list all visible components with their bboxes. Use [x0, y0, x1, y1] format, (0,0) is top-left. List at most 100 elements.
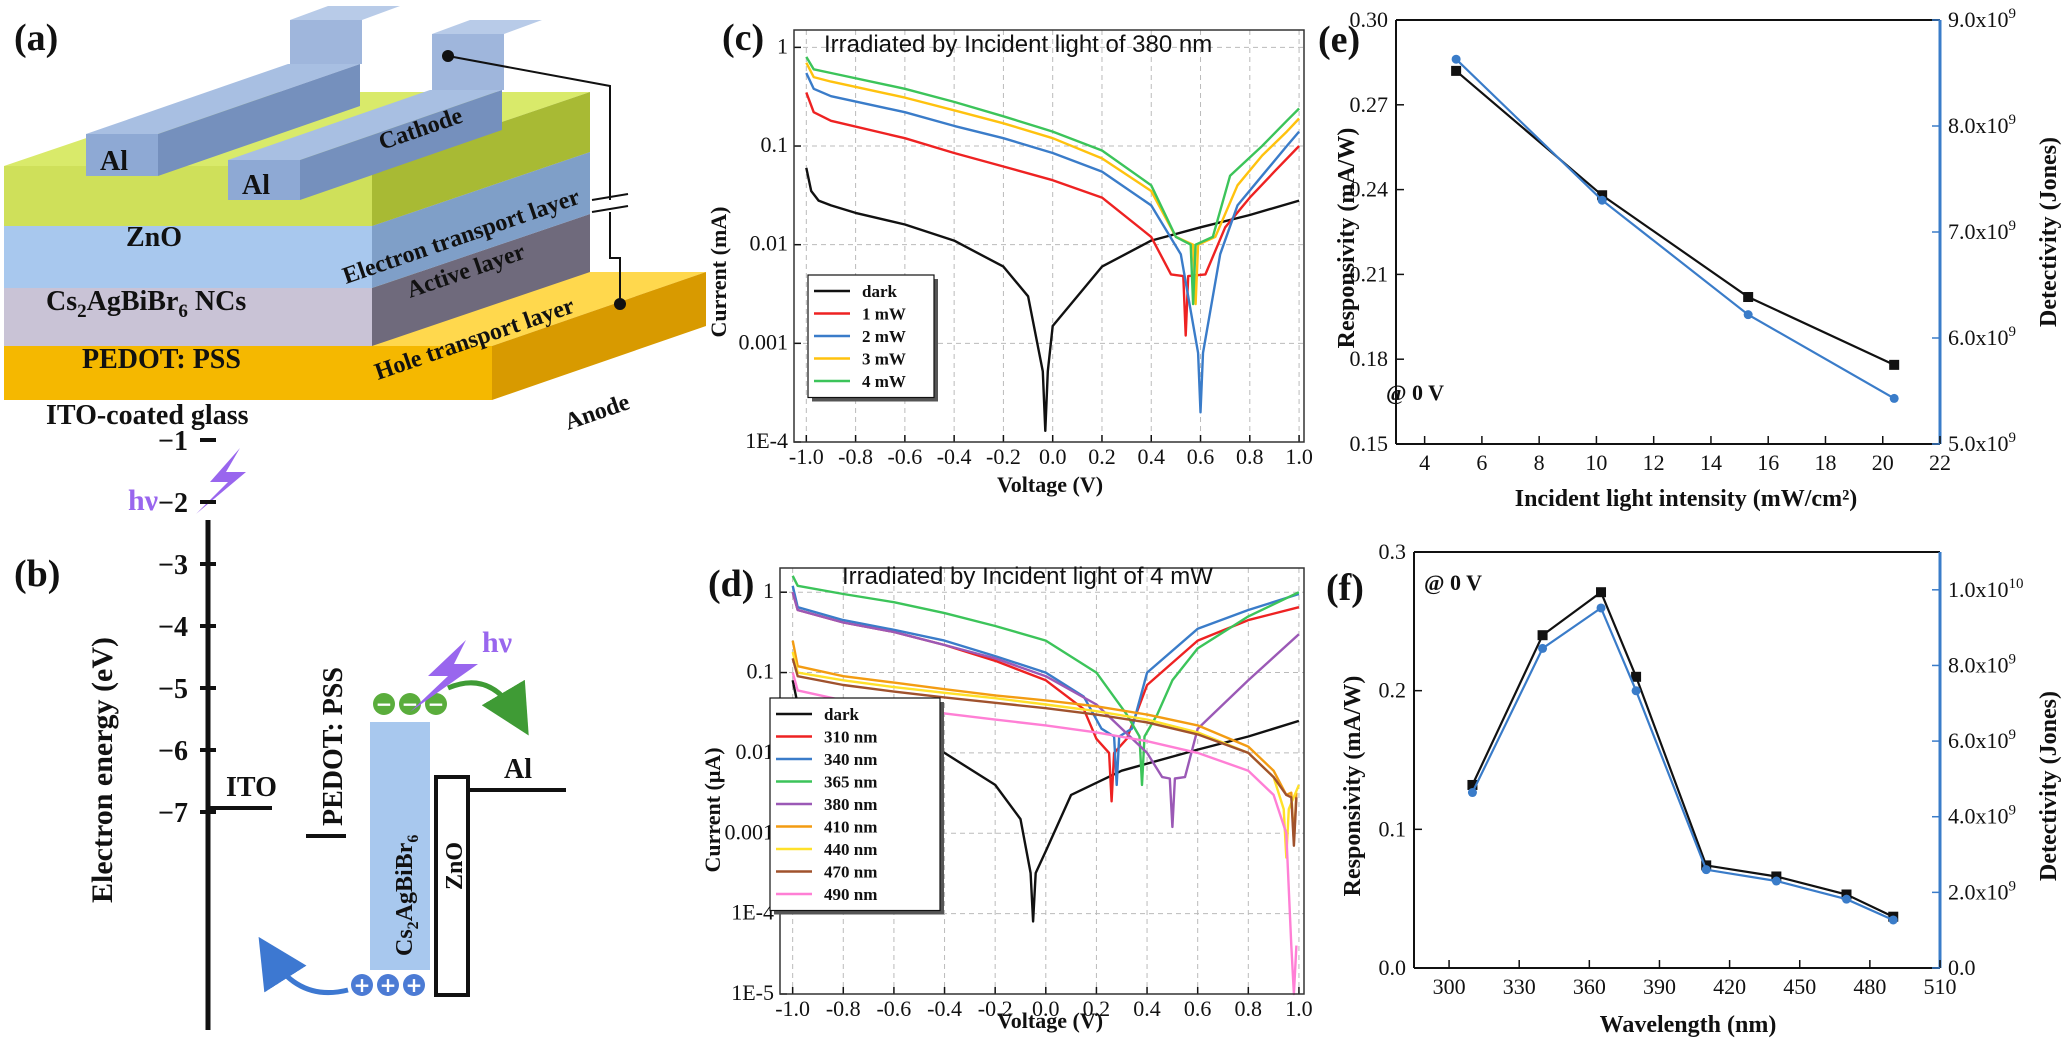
marker-responsivity [1841, 889, 1852, 900]
marker-detectivity [1631, 686, 1641, 696]
al-electrode-1-front [86, 134, 158, 176]
y-tick-label-right: 8.0x109 [1948, 112, 2016, 138]
marker-responsivity [1537, 630, 1548, 641]
pedot-front-face [4, 288, 372, 346]
al-label-1: Al [100, 146, 128, 177]
series-line-3-mW [805, 62, 1300, 306]
electron-sign-3: − [428, 692, 445, 716]
series-line-365-nm [791, 575, 1300, 787]
x-tick-label: 10 [1585, 450, 1607, 475]
y-tick-label-left: 0.1 [1379, 816, 1407, 841]
panel-e-xlabel: Incident light intensity (mW/cm²) [1515, 486, 1858, 512]
al-electrode-2-cap [432, 20, 542, 34]
y-tick-label: 0.001 [739, 329, 789, 354]
energy-tick-label: −4 [158, 612, 188, 643]
panel-a-label: (a) [14, 17, 58, 59]
energy-ticks: −1 −2 −3 −4 −5 −6 −7 [158, 426, 216, 829]
x-tick-label: 480 [1853, 974, 1886, 999]
energy-axis-label: Electron energy (eV) [86, 637, 119, 903]
energy-tick-label: −3 [158, 550, 188, 581]
energy-tick-label: −1 [158, 426, 188, 457]
x-tick-label: 390 [1643, 974, 1676, 999]
x-tick-label: 8 [1534, 450, 1545, 475]
x-tick-label: -1.0 [775, 996, 810, 1021]
y-tick-label: 1 [763, 578, 774, 603]
x-tick-label: -0.8 [838, 444, 873, 469]
legend-label: 340 nm [824, 750, 877, 769]
x-tick-label: 22 [1929, 450, 1951, 475]
x-tick-label: -0.6 [887, 444, 922, 469]
legend-label: dark [862, 282, 898, 301]
panel-f: (f) 300 330 360 390 420 450 480 5100.00.10.20.3… [1326, 539, 2062, 1038]
x-tick-label: 0.8 [1235, 996, 1263, 1021]
glass-label: ITO-coated glass [46, 400, 249, 431]
x-tick-label: -0.8 [826, 996, 861, 1021]
panel-a: (a) Al Al ZnO Cs2AgBiBr6 NCs [4, 6, 706, 517]
panel-e-ylabel-right: Detectivity (Jones) [2036, 137, 2062, 327]
hole-sign-2: + [380, 973, 397, 997]
marker-responsivity [1771, 871, 1782, 882]
marker-responsivity [1743, 292, 1754, 303]
y-tick-label-right: 2.0x109 [1948, 878, 2016, 904]
legend-label: 440 nm [824, 840, 877, 859]
x-tick-label: 20 [1872, 450, 1894, 475]
panel-e-label: (e) [1318, 19, 1360, 61]
pedot-band-label: PEDOT: PSS [318, 667, 349, 826]
panel-c: (c) 1 0.1 0.01 0.001 1E-4-1.0 -0.8 -0.6 -0.4 -0.… [706, 17, 1313, 497]
x-tick-label: -0.4 [927, 996, 962, 1021]
series-line-responsivity [1455, 70, 1895, 366]
y-tick-label-left: 0.2 [1379, 678, 1407, 703]
battery-plate-1 [591, 193, 629, 201]
y-tick-label-left: 0.21 [1350, 261, 1389, 286]
y-tick-label: 1E-4 [731, 900, 774, 925]
y-tick-label: 0.1 [747, 659, 775, 684]
anode-contact-dot [614, 298, 626, 310]
x-tick-label: 14 [1700, 450, 1722, 475]
x-tick-label: -0.4 [937, 444, 972, 469]
legend-label: 2 mW [862, 327, 906, 346]
series-line-2-mW [805, 72, 1301, 414]
panel-c-ylabel: Current (mA) [706, 207, 731, 338]
marker-detectivity [1889, 393, 1899, 403]
y-tick-label: 0.001 [725, 819, 775, 844]
x-tick-label: -0.2 [986, 444, 1021, 469]
series-line-dark [805, 167, 1300, 432]
x-tick-label: 0.4 [1137, 444, 1165, 469]
panel-f-ylabel-left: Responsivity (mA/W) [1340, 676, 1366, 897]
y-tick-label-right: 5.0x109 [1948, 430, 2016, 456]
x-tick-label: 330 [1503, 974, 1536, 999]
zno-band-block [434, 775, 470, 997]
x-tick-label: 6 [1476, 450, 1487, 475]
ito-label: ITO [226, 772, 277, 803]
marker-detectivity [1597, 195, 1607, 205]
legend-label: 4 mW [862, 372, 906, 391]
y-tick-label-left: 0.18 [1350, 346, 1389, 371]
series-line-detectivity [1455, 58, 1895, 400]
y-tick-label-right: 0.0 [1948, 955, 1976, 980]
marker-detectivity [1701, 865, 1711, 875]
plot-frame [793, 29, 1305, 443]
electron-transfer-arrow [447, 679, 529, 736]
al-electrode-1-top [86, 64, 360, 134]
legend-label: 410 nm [824, 818, 877, 837]
series-line-440-nm [791, 651, 1301, 859]
series-line-410-nm [791, 640, 1298, 843]
panel-e-note: @ 0 V [1386, 380, 1444, 405]
x-tick-label: -1.0 [789, 444, 824, 469]
marker-detectivity [1467, 788, 1477, 798]
series-line-380-nm [791, 591, 1300, 829]
x-tick-label: 360 [1573, 974, 1606, 999]
panel-d-ylabel: Current (μA) [700, 747, 725, 872]
y-tick-label-right: 1.0x1010 [1948, 576, 2024, 602]
y-tick-label-left: 0.3 [1379, 539, 1407, 564]
al-electrode-2-top [228, 90, 502, 160]
panel-c-xlabel: Voltage (V) [997, 472, 1103, 497]
y-tick-label: 0.1 [761, 132, 789, 157]
al-electrode-1-cap [290, 6, 400, 20]
electron-sign-2: − [402, 692, 419, 716]
pedot-label: PEDOT: PSS [82, 344, 241, 375]
panel-e: (e) 4 6 8 10 12 14 16 18 20 22 0.15 0.18 0.21 0.24 0.2… [1318, 6, 2062, 512]
x-tick-label: 0.2 [1088, 444, 1116, 469]
x-tick-label: 18 [1814, 450, 1836, 475]
